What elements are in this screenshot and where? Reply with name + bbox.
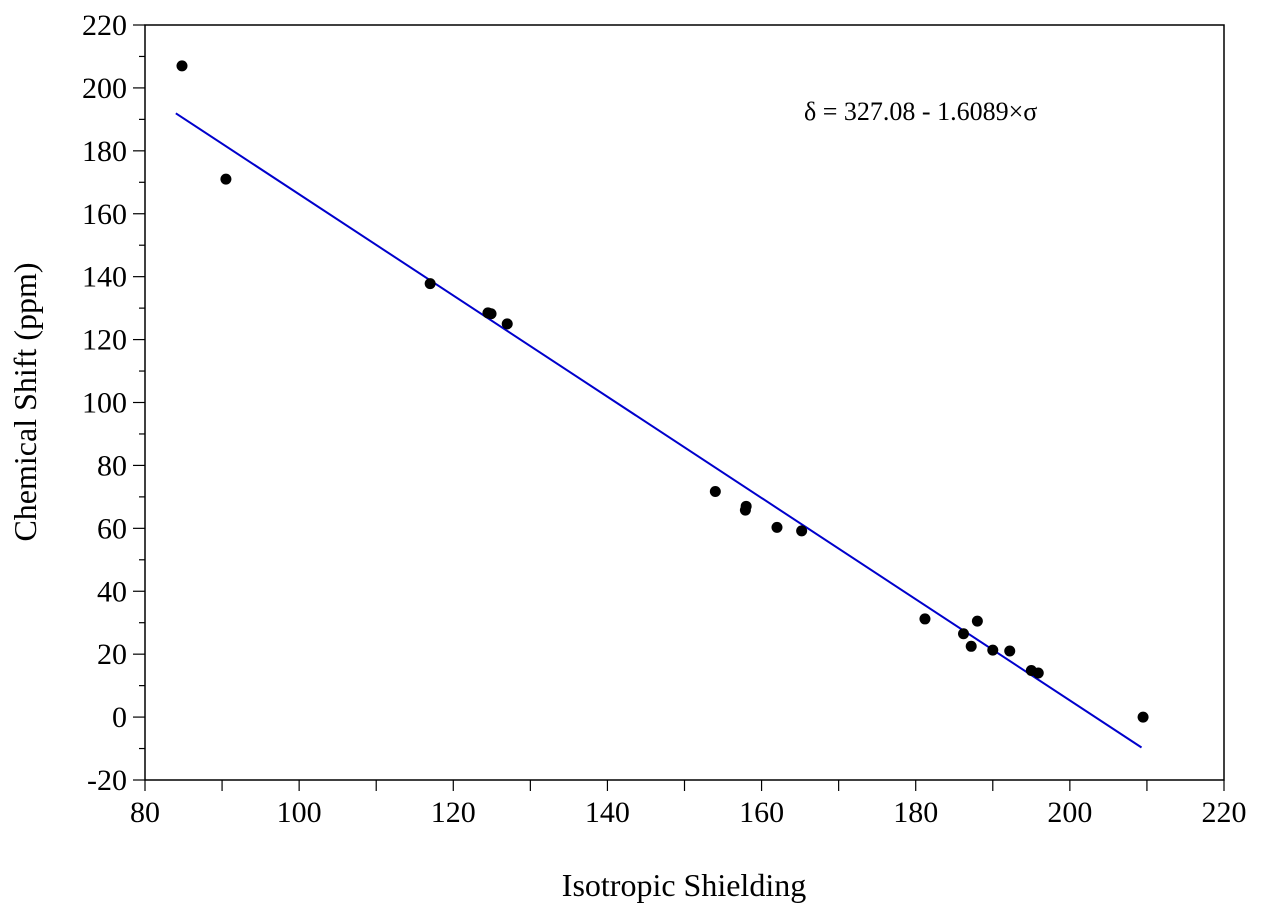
data-point (424, 278, 436, 290)
x-tick-label: 100 (277, 796, 322, 829)
data-point (485, 308, 497, 320)
data-point (709, 486, 721, 498)
y-axis-title: Chemical Shift (ppm) (7, 262, 43, 541)
x-tick-label: 80 (130, 796, 160, 829)
fit-line-layer (175, 112, 1143, 749)
data-point (957, 628, 969, 640)
y-tick-label: 120 (82, 324, 127, 357)
data-point (1004, 645, 1016, 657)
y-tick-label: 80 (97, 449, 127, 482)
data-point (1137, 711, 1149, 723)
y-tick-label: 40 (97, 575, 127, 608)
data-point (176, 60, 188, 72)
data-point (965, 640, 977, 652)
y-tick-label: 160 (82, 198, 127, 231)
y-tick-label: 200 (82, 72, 127, 105)
data-point (739, 504, 751, 516)
x-tick-label: 220 (1202, 796, 1247, 829)
x-tick-label: 180 (893, 796, 938, 829)
x-tick-label: 140 (585, 796, 630, 829)
x-axis-ticks: 80 100 120 140 160 180 200 220 (130, 780, 1247, 829)
y-axis-ticks: -20 0 20 40 60 80 100 120 140 160 180 200 220 (82, 9, 145, 797)
x-tick-label: 200 (1047, 796, 1092, 829)
data-point (971, 615, 983, 627)
y-tick-label: 100 (82, 387, 127, 420)
x-axis-title: Isotropic Shielding (562, 867, 806, 903)
x-tick-label: 120 (431, 796, 476, 829)
data-point (501, 318, 513, 330)
y-tick-label: 0 (112, 701, 127, 734)
y-tick-label: 20 (97, 638, 127, 671)
y-tick-label: 220 (82, 9, 127, 42)
data-point (987, 644, 999, 656)
y-tick-label: 180 (82, 135, 127, 168)
y-tick-label: -20 (87, 764, 127, 797)
y-tick-label: 140 (82, 261, 127, 294)
equation-annotation: δ = 327.08 - 1.6089×σ (804, 97, 1037, 126)
data-point (919, 613, 931, 625)
data-points-layer (176, 60, 1149, 723)
x-tick-label: 160 (739, 796, 784, 829)
data-point (771, 521, 783, 533)
fit-line (175, 112, 1143, 749)
data-point (796, 525, 808, 537)
plot-frame (144, 24, 1225, 781)
data-point (1032, 667, 1044, 679)
y-tick-label: 60 (97, 512, 127, 545)
data-point (220, 173, 232, 185)
